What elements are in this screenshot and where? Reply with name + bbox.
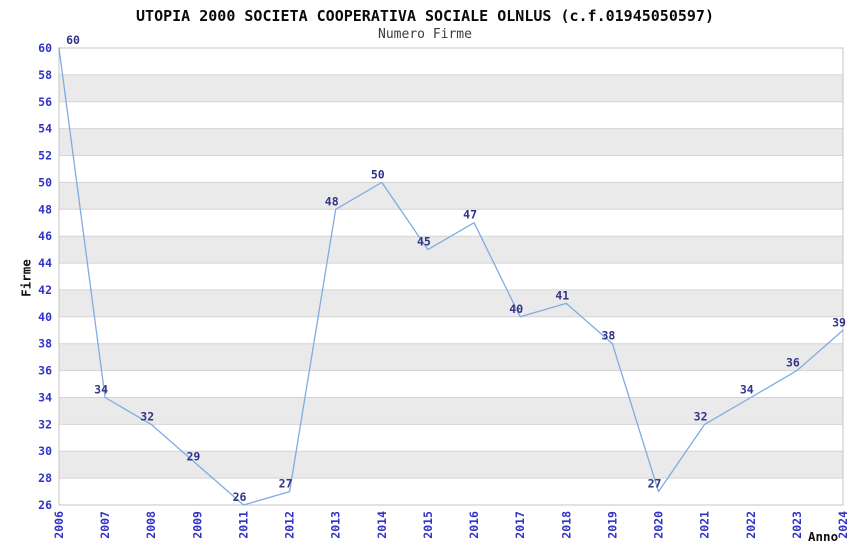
y-tick-label: 38 xyxy=(38,337,52,351)
point-label: 32 xyxy=(694,409,708,423)
plot-band xyxy=(59,424,843,452)
y-tick-label: 36 xyxy=(38,364,52,378)
y-tick-label: 54 xyxy=(38,122,52,136)
x-tick-label: 2011 xyxy=(237,511,251,539)
point-label: 48 xyxy=(325,194,339,208)
x-tick-label: 2015 xyxy=(421,511,435,539)
point-label: 32 xyxy=(140,409,154,423)
y-tick-label: 50 xyxy=(38,175,52,189)
plot-band xyxy=(59,397,843,425)
plot-band xyxy=(59,209,843,237)
plot-band xyxy=(59,128,843,156)
data-line xyxy=(58,47,844,506)
x-tick-label: 2008 xyxy=(144,511,158,539)
y-tick-label: 46 xyxy=(38,229,52,243)
x-tick-label: 2016 xyxy=(467,511,481,539)
plot-band xyxy=(59,155,843,183)
plot-band xyxy=(59,343,843,371)
x-tick-label: 2022 xyxy=(744,511,758,539)
y-tick-label: 40 xyxy=(38,310,52,324)
x-tick-label: 2007 xyxy=(98,511,112,539)
point-label: 50 xyxy=(371,167,385,181)
plot-band xyxy=(59,451,843,479)
y-tick-label: 28 xyxy=(38,471,52,485)
point-label: 34 xyxy=(740,383,754,397)
plot-band xyxy=(59,48,843,75)
y-axis-title: Firme xyxy=(18,259,34,297)
y-tick-label: 48 xyxy=(38,202,52,216)
point-label: 39 xyxy=(832,315,846,329)
plot-border xyxy=(58,47,844,506)
y-tick-label: 42 xyxy=(38,283,52,297)
point-label: 47 xyxy=(463,208,477,222)
y-tick-label: 30 xyxy=(38,444,52,458)
point-label: 40 xyxy=(509,302,523,316)
x-tick-label: 2006 xyxy=(52,511,66,539)
point-label: 26 xyxy=(233,490,247,504)
plot-band xyxy=(59,182,843,210)
y-tick-label: 32 xyxy=(38,417,52,431)
y-tick-label: 44 xyxy=(38,256,52,270)
y-tick-label: 34 xyxy=(38,391,52,405)
x-tick-label: 2020 xyxy=(652,511,666,539)
chart-subtitle: Numero Firme xyxy=(378,27,472,42)
x-tick-label: 2017 xyxy=(513,511,527,539)
plot-band xyxy=(59,236,843,264)
point-label: 60 xyxy=(66,33,80,47)
x-axis-title: Anno xyxy=(808,529,839,544)
x-tick-label: 2009 xyxy=(190,511,204,539)
point-label: 27 xyxy=(648,477,662,491)
plot-band xyxy=(59,101,843,129)
plot-band xyxy=(59,74,843,102)
plot-band xyxy=(59,478,843,505)
x-tick-label: 2019 xyxy=(605,511,619,539)
point-label: 41 xyxy=(555,288,569,302)
plot-band xyxy=(59,263,843,290)
y-tick-label: 60 xyxy=(38,41,52,55)
x-tick-label: 2013 xyxy=(329,511,343,539)
y-tick-label: 58 xyxy=(38,68,52,82)
y-tick-label: 26 xyxy=(38,498,52,512)
y-tick-label: 52 xyxy=(38,149,52,163)
x-tick-label: 2018 xyxy=(559,511,573,539)
plot-band xyxy=(59,316,843,344)
point-label: 45 xyxy=(417,235,431,249)
point-label: 34 xyxy=(94,383,108,397)
point-label: 27 xyxy=(279,477,293,491)
chart-title: UTOPIA 2000 SOCIETA COOPERATIVA SOCIALE … xyxy=(136,7,714,25)
x-tick-label: 2014 xyxy=(375,511,389,539)
x-tick-label: 2024 xyxy=(836,511,850,539)
x-tick-label: 2023 xyxy=(790,511,804,539)
plot-band xyxy=(59,289,843,317)
x-tick-label: 2021 xyxy=(698,511,712,539)
point-label: 29 xyxy=(186,450,200,464)
plot-band xyxy=(59,370,843,398)
x-tick-label: 2012 xyxy=(283,511,297,539)
y-tick-label: 56 xyxy=(38,95,52,109)
point-label: 38 xyxy=(601,329,615,343)
point-label: 36 xyxy=(786,356,800,370)
